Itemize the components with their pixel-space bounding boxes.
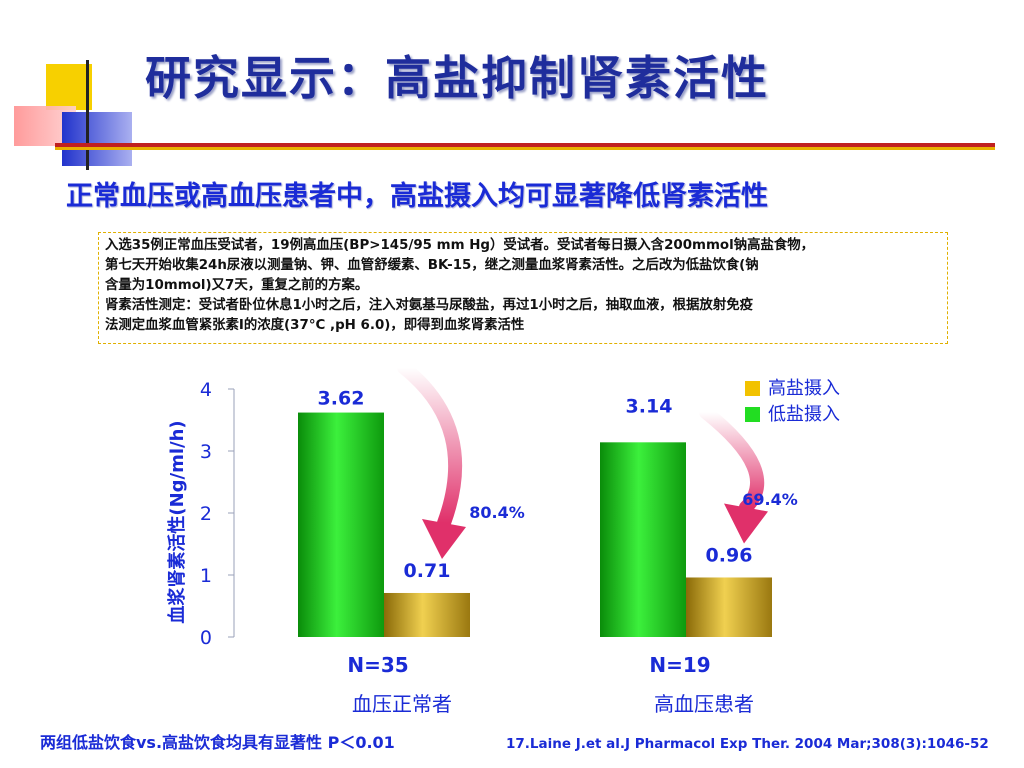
- bar-value-label: 0.96: [706, 544, 753, 566]
- bar-value-label: 0.71: [404, 560, 451, 582]
- note-line: 第七天开始收集24h尿液以测量钠、钾、血管舒缓素、BK-15，继之测量血浆肾素活…: [105, 258, 759, 273]
- bar: [384, 592, 470, 637]
- group-n-label: N=35: [347, 653, 408, 677]
- deco-vertical-line: [86, 60, 89, 170]
- group-category-label: 血压正常者: [352, 692, 452, 716]
- chart-axes: 0 1 2 3 4: [200, 379, 235, 649]
- bar-value-label: 3.14: [626, 395, 673, 417]
- reduction-arrow: [397, 360, 463, 530]
- bar: [298, 412, 384, 637]
- y-tick-label: 3: [200, 441, 212, 463]
- note-line: 法测定血浆血管紧张素Ⅰ的浓度(37°C ,pH 6.0)，即得到血浆肾素活性: [105, 318, 525, 333]
- significance-footnote: 两组低盐饮食vs.高盐饮食均具有显著性 P＜0.01: [40, 733, 395, 752]
- deco-blue-square: [62, 112, 132, 166]
- note-line: 入选35例正常血压受试者，19例高血压(BP>145/95 mm Hg）受试者。…: [105, 238, 815, 253]
- y-tick-label: 2: [200, 503, 212, 525]
- page-subtitle: 正常血压或高血压患者中，高盐摄入均可显著降低肾素活性: [66, 181, 768, 212]
- study-notes-box: 入选35例正常血压受试者，19例高血压(BP>145/95 mm Hg）受试者。…: [98, 232, 948, 344]
- citation-footnote: 17.Laine J.et al.J Pharmacol Exp Ther. 2…: [506, 736, 989, 752]
- y-tick-label: 4: [200, 379, 212, 401]
- title-rule-red: [55, 143, 995, 147]
- reduction-arrow-head: [422, 518, 466, 559]
- chart-labels: 3.62 0.71 80.4% N=35 血压正常者 3.14 0.96 69.4% N=19 高…: [318, 378, 840, 716]
- bar-value-label: 3.62: [318, 388, 365, 410]
- group-category-label: 高血压患者: [654, 692, 754, 716]
- bar: [600, 442, 686, 637]
- legend-swatch: [745, 407, 760, 422]
- group-n-label: N=19: [649, 653, 710, 677]
- reduction-arrow-head: [724, 503, 768, 544]
- page-title: 研究显示：高盐抑制肾素活性: [145, 51, 769, 105]
- legend-label: 高盐摄入: [768, 378, 840, 399]
- title-rule-yellow: [55, 147, 995, 150]
- bar: [686, 577, 772, 637]
- legend-label: 低盐摄入: [768, 404, 840, 425]
- reduction-percent-label: 69.4%: [742, 490, 798, 509]
- note-line: 肾素活性测定：受试者卧位休息1小时之后，注入对氨基马尿酸盐，再过1小时之后，抽取…: [105, 298, 753, 313]
- y-tick-label: 1: [200, 565, 212, 587]
- y-tick-label: 0: [200, 627, 212, 649]
- note-line: 含量为10mmol)又7天，重复之前的方案。: [105, 278, 369, 293]
- chart-bars: [298, 360, 772, 637]
- reduction-arrow: [699, 405, 765, 515]
- reduction-percent-label: 80.4%: [469, 503, 525, 522]
- deco-yellow-square: [46, 64, 92, 110]
- y-axis-label: 血浆肾素活性(Ng/ml/h): [166, 420, 188, 623]
- legend-swatch: [745, 381, 760, 396]
